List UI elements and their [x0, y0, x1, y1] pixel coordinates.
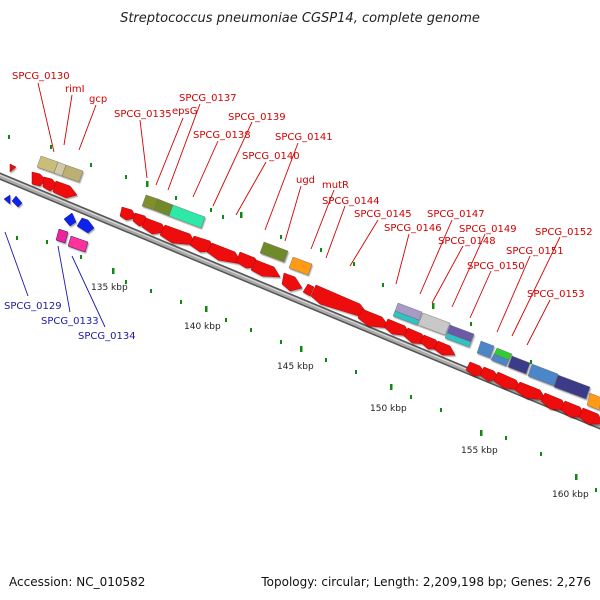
feature-box [392, 310, 420, 326]
gene-label: SPCG_0130 [12, 71, 70, 82]
topology-text: Topology: circular; Length: 2,209,198 bp… [260, 575, 591, 589]
scale-label: 160 kbp [552, 490, 589, 500]
feature-box [417, 312, 451, 336]
gene-label: epsG [172, 106, 197, 117]
feature-box [490, 353, 510, 367]
gene-arrow [433, 340, 456, 356]
scale-label: 145 kbp [277, 362, 314, 372]
gene-label: SPCG_0141 [275, 132, 333, 143]
gene-arrow [159, 224, 197, 246]
gene-label: SPCG_0134 [78, 331, 136, 342]
gene-arrow [514, 381, 547, 401]
gene-arrow [383, 318, 411, 337]
gene-arrow [281, 272, 303, 292]
gene-arrow [403, 327, 427, 345]
gene-label: SPCG_0138 [193, 130, 251, 141]
feature-box [444, 332, 472, 348]
gene-label: SPCG_0151 [506, 246, 564, 257]
gene-label: mutR [322, 180, 349, 191]
gene-label: SPCG_0140 [242, 151, 300, 162]
gene-label: SPCG_0133 [41, 316, 99, 327]
gene-arrow [31, 171, 47, 187]
gene-label: SPCG_0148 [438, 236, 496, 247]
feature-box [67, 235, 89, 253]
feature-box [168, 204, 206, 229]
gene-arrow [560, 400, 586, 418]
gene-label: SPCG_0146 [384, 223, 442, 234]
gene-arrow [310, 284, 373, 321]
gene-label: SPCG_0139 [228, 112, 286, 123]
scale-labels: 135 kbp 140 kbp 145 kbp 150 kbp 155 kbp … [91, 283, 589, 500]
red-leader-lines [37, 82, 561, 346]
genome-backbone [0, 172, 600, 430]
gene-arrow [141, 217, 167, 235]
gene-label: SPCG_0152 [535, 227, 593, 238]
gene-arrow [206, 242, 243, 265]
gene-arrow [302, 283, 315, 297]
gene-arrow [357, 308, 391, 329]
reverse-genes [3, 194, 95, 253]
gene-label: SPCG_0144 [322, 196, 380, 207]
scale-label: 135 kbp [91, 283, 128, 293]
gene-arrow [119, 206, 137, 221]
map-title: Streptococcus pneumoniae CGSP14, complet… [120, 11, 480, 26]
feature-box [527, 363, 559, 387]
forward-genes [9, 163, 600, 425]
gene-label: ugd [296, 175, 315, 186]
gene-label: SPCG_0137 [179, 93, 237, 104]
scale-label: 140 kbp [184, 322, 221, 332]
blue-leader-lines [4, 231, 106, 328]
gene-label: SPCG_0149 [459, 224, 517, 235]
gene-label: SPCG_0129 [4, 301, 62, 312]
gene-arrow [11, 195, 23, 208]
blue-labels: SPCG_0129 SPCG_0133 SPCG_0134 [4, 301, 136, 342]
upper-feature-boxes [36, 155, 600, 411]
accession-text: Accession: NC_010582 [9, 575, 145, 589]
gene-arrow [479, 366, 501, 382]
feature-box [61, 164, 84, 183]
feature-box [55, 228, 69, 244]
scale-label: 155 kbp [461, 446, 498, 456]
feature-box [507, 355, 531, 375]
gene-arrow [493, 371, 523, 391]
gene-arrow [578, 407, 600, 425]
gene-arrow [3, 194, 11, 205]
gene-label: gcp [89, 94, 107, 105]
feature-box [553, 374, 591, 400]
gene-label: SPCG_0150 [467, 261, 525, 272]
gene-label: SPCG_0145 [354, 209, 412, 220]
gene-arrow [250, 259, 281, 278]
feature-box [476, 340, 495, 359]
gene-arrow [52, 180, 78, 199]
feature-box [586, 392, 600, 411]
gene-arrow [63, 212, 77, 227]
gene-arrow [540, 392, 568, 411]
gene-label: rimI [65, 84, 85, 95]
tick-marks [8, 135, 597, 492]
gene-label: SPCG_0135 [114, 109, 172, 120]
red-labels: SPCG_0130 rimI gcp SPCG_0135 epsG SPCG_0… [12, 71, 593, 300]
scale-label: 150 kbp [370, 404, 407, 414]
gene-label: SPCG_0153 [527, 289, 585, 300]
gene-label: SPCG_0147 [427, 209, 485, 220]
gene-arrow [76, 217, 95, 234]
feature-box [259, 241, 289, 263]
feature-box [288, 256, 313, 276]
gene-arrow [9, 163, 17, 173]
